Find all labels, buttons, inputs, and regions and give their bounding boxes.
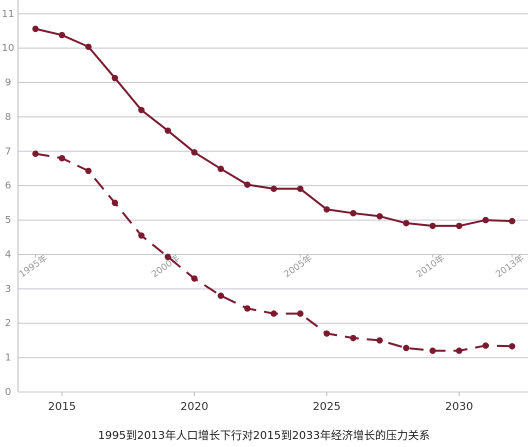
point — [508, 217, 516, 225]
point — [138, 232, 145, 239]
point — [508, 343, 516, 350]
series-line — [35, 152, 513, 352]
point — [455, 347, 463, 354]
point — [85, 167, 92, 175]
point — [32, 150, 39, 157]
point — [482, 216, 489, 224]
point — [297, 310, 304, 317]
y-tick-label: 11 — [2, 9, 15, 20]
y-tick-label: 7 — [5, 146, 11, 157]
y-tick-label: 2 — [5, 318, 11, 329]
point — [164, 253, 172, 261]
point — [297, 185, 304, 192]
x2-tick-label: 2013年 — [493, 252, 526, 280]
y-tick-label: 8 — [5, 112, 11, 123]
point — [191, 275, 198, 282]
y-tick-label: 9 — [5, 78, 11, 89]
point — [350, 209, 357, 217]
point — [111, 74, 119, 82]
y-tick-label: 4 — [5, 249, 11, 260]
x-tick-label: 2020 — [180, 400, 208, 413]
y-tick-label: 10 — [2, 43, 15, 54]
point — [323, 330, 330, 337]
x2-tick-label: 1995年 — [17, 252, 50, 280]
point — [350, 334, 357, 342]
y-tick-label: 1 — [5, 353, 11, 364]
point — [429, 222, 436, 230]
y-tick-label: 0 — [5, 387, 11, 398]
point — [191, 149, 198, 156]
x-tick-label: 2030 — [445, 400, 473, 413]
point — [164, 127, 172, 134]
point — [85, 43, 92, 50]
point — [270, 185, 277, 192]
point — [323, 206, 330, 213]
point — [217, 292, 225, 299]
y-tick-label: 6 — [5, 181, 11, 192]
point — [32, 25, 39, 33]
point — [482, 342, 489, 349]
point — [455, 222, 463, 230]
point — [402, 219, 410, 227]
x-tick-label: 2025 — [313, 400, 341, 413]
y-tick-label: 5 — [5, 215, 11, 226]
point — [138, 106, 145, 114]
point — [402, 344, 410, 352]
point — [376, 337, 383, 344]
x-tick-label: 2015 — [48, 400, 76, 413]
point — [111, 199, 119, 207]
point — [58, 154, 66, 162]
x2-tick-label: 2005年 — [281, 252, 314, 280]
point — [429, 347, 436, 354]
point — [217, 165, 225, 173]
y-tick-label: 3 — [5, 284, 11, 295]
point — [270, 310, 277, 317]
x2-tick-label: 2010年 — [414, 252, 447, 280]
chart-title: 1995到2013年人口增长下行对2015到2033年经济增长的压力关系 — [98, 428, 430, 442]
series-line — [35, 27, 513, 227]
point — [58, 31, 66, 39]
point — [244, 305, 251, 312]
point — [244, 181, 251, 188]
point — [376, 213, 383, 220]
